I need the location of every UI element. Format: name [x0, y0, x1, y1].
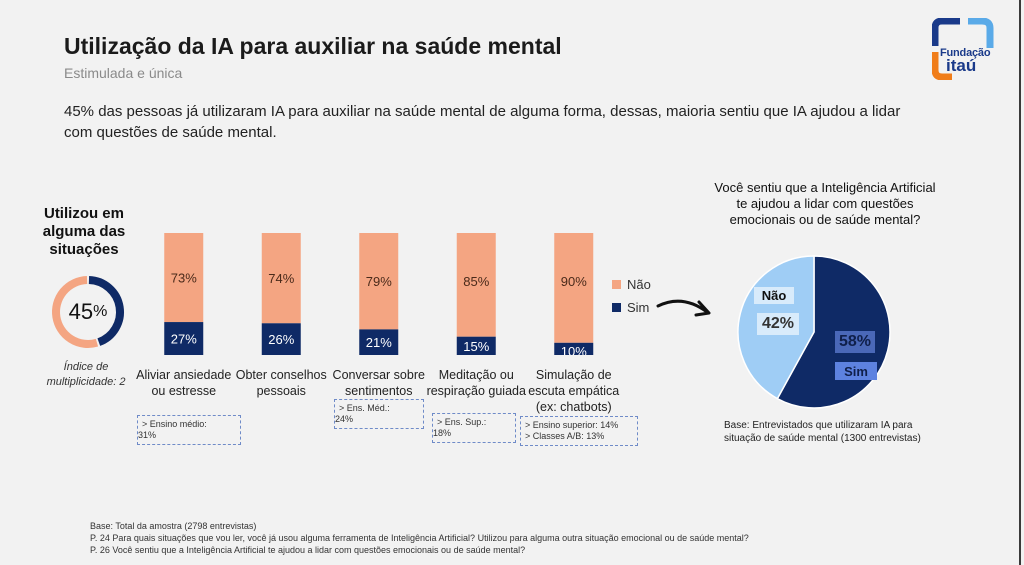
bar-label-nao: 79%: [366, 274, 392, 289]
legend-swatch-sim: [612, 303, 621, 312]
bar-sim: [359, 329, 399, 355]
bar-nao: [164, 233, 204, 323]
bar-sim: [164, 322, 204, 355]
bar-label-sim: 26%: [268, 332, 294, 347]
donut-value-suffix: %: [93, 303, 108, 320]
footer-base: Base: Total da amostra (2798 entrevistas…: [90, 521, 257, 531]
bar-nao: [359, 233, 399, 330]
footer-question-24: P. 24 Para quais situações que vou ler, …: [90, 533, 749, 543]
bar-label-sim: 15%: [463, 339, 489, 354]
logo-text-itau: itaú: [946, 56, 977, 75]
bar-label-nao: 85%: [463, 274, 489, 289]
bar-category-label: Simulação de escuta empática (ex: chatbo…: [528, 368, 620, 414]
bar-label-nao: 73%: [171, 271, 197, 286]
pie-base-note: Base: Entrevistados que utilizaram IA pa…: [724, 420, 921, 444]
bar-sim: [456, 336, 496, 355]
bar-nao: [261, 233, 301, 324]
pie-label-nao: Não: [754, 287, 794, 304]
demographic-note-line: > Ensino superior: 14%: [525, 420, 619, 430]
demographic-note: > Ensino médio: 31%: [137, 415, 241, 445]
bar-category-label: Obter conselhos pessoais: [235, 368, 327, 398]
footer-notes: Base: Total da amostra (2798 entrevistas…: [90, 520, 749, 556]
bar-category-label: Aliviar ansiedade ou estresse: [136, 368, 232, 398]
legend-swatch-nao: [612, 280, 621, 289]
legend-item-sim: Sim: [612, 300, 649, 315]
multiplicity-index: Índice de multiplicidade: 2: [46, 361, 126, 388]
demographic-note-line: > Ensino médio:: [142, 419, 207, 429]
demographic-note-line: 31%: [138, 430, 157, 440]
legend-item-nao: Não: [612, 277, 651, 292]
demographic-note-line: > Ens. Sup.:: [437, 417, 487, 427]
bar-label-nao: 90%: [561, 274, 587, 289]
pie-value-nao: 42%: [757, 313, 799, 335]
logo-mark-icon: [931, 17, 994, 81]
donut-title: Utilizou em alguma das situações: [42, 205, 126, 258]
curved-arrow-icon: [656, 299, 711, 317]
bar-label-nao: 74%: [268, 271, 294, 286]
demographic-note-line: 24%: [335, 414, 354, 424]
page-subtitle: Estimulada e única: [64, 65, 183, 81]
donut-segment-used: [88, 276, 124, 346]
bar-label-sim: 21%: [366, 335, 392, 350]
usage-donut-chart: [52, 276, 124, 348]
stacked-bar-chart: 73% 27% 74% 26% 79% 21% 85% 15% 90% 10%: [164, 233, 594, 355]
bar-nao: [554, 233, 594, 343]
pie-label-sim: Sim: [835, 362, 877, 380]
demographic-note-line: > Classes A/B: 13%: [525, 431, 605, 441]
fundacao-itau-logo: Fundação itaú: [931, 17, 994, 81]
footer-question-26: P. 26 Você sentiu que a Inteligência Art…: [90, 545, 526, 555]
bar-category-label: Meditação ou respiração guiada: [426, 368, 526, 398]
bar-sim: [554, 342, 594, 355]
donut-value-number: 45: [68, 299, 94, 324]
bar-label-sim: 10%: [561, 344, 587, 355]
donut-segment-not-used: [52, 276, 99, 348]
demographic-note: > Ens. Méd.: 24%: [334, 399, 424, 429]
summary-text: 45% das pessoas já utilizaram IA para au…: [64, 103, 901, 141]
demographic-note-line: > Ens. Méd.:: [339, 403, 390, 413]
demographic-note-line: 18%: [433, 428, 452, 438]
demographic-note: > Ensino superior: 14% > Classes A/B: 13%: [520, 416, 638, 446]
donut-value: 45%: [50, 274, 126, 350]
bar-nao: [456, 233, 496, 337]
bar-category-label: Conversar sobre sentimentos: [332, 368, 425, 398]
pie-value-sim: 58%: [835, 331, 875, 353]
pie-title: Você sentiu que a Inteligência Artificia…: [714, 180, 936, 227]
legend-label-sim: Sim: [627, 300, 650, 315]
page-title: Utilização da IA para auxiliar na saúde …: [64, 33, 562, 59]
legend-label-nao: Não: [627, 277, 651, 292]
demographic-note: > Ens. Sup.: 18%: [432, 413, 516, 443]
bar-sim: [261, 323, 301, 355]
window-border: [1019, 0, 1021, 565]
logo-text-fundacao: Fundação: [940, 47, 991, 59]
bar-label-sim: 27%: [171, 332, 197, 347]
